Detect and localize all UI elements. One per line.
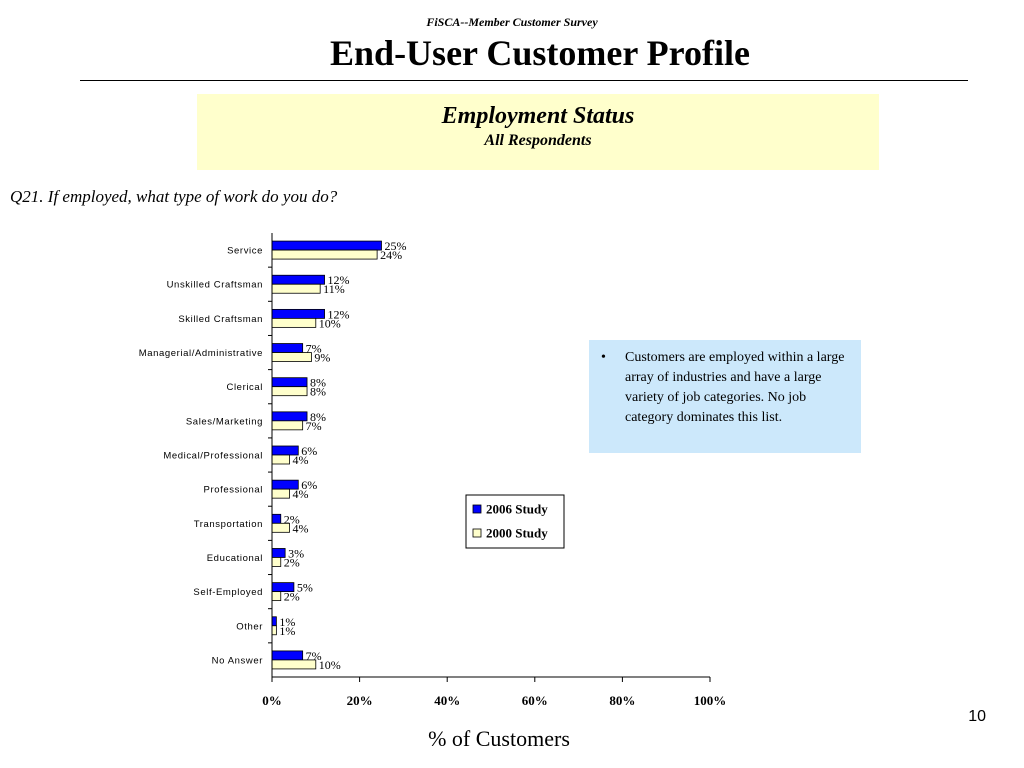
legend-box: [465, 494, 565, 549]
bar-a: [271, 343, 304, 353]
bar-a: [271, 411, 308, 422]
category-label: Educational: [207, 553, 263, 564]
data-label: 4%: [293, 487, 309, 501]
data-label: 2%: [284, 590, 300, 604]
x-tick-label: 60%: [522, 693, 548, 708]
page-title: End-User Customer Profile: [330, 33, 750, 73]
category-label: No Answer: [212, 655, 263, 666]
category-label: Skilled Craftsman: [178, 314, 263, 325]
bar-a: [271, 377, 308, 388]
data-label: 6%: [301, 478, 317, 492]
bar-b: [271, 420, 304, 431]
bar-b: [271, 659, 317, 670]
data-label: 1%: [279, 624, 295, 638]
data-label: 11%: [323, 282, 345, 296]
category-label: Sales/Marketing: [186, 416, 263, 427]
data-label: 24%: [380, 248, 402, 262]
bar-a: [271, 274, 325, 285]
bar-b: [271, 352, 312, 362]
bar-b: [271, 625, 277, 636]
bullet-icon: •: [601, 350, 606, 365]
data-label: 8%: [310, 385, 326, 399]
data-label: 7%: [306, 419, 322, 433]
survey-supertitle: FiSCA--Member Customer Survey: [426, 15, 598, 29]
data-label: 3%: [288, 546, 304, 560]
data-label: 4%: [293, 453, 309, 467]
title-divider: [80, 80, 968, 81]
bar-a: [271, 240, 382, 251]
data-label: 10%: [319, 658, 341, 672]
data-label: 4%: [293, 521, 309, 535]
banner-subtitle: All Respondents: [484, 132, 592, 149]
category-label: Clerical: [227, 382, 263, 393]
bar-b: [271, 317, 317, 328]
data-label: 2%: [284, 512, 300, 526]
data-label: 9%: [314, 351, 330, 365]
page-number: 10: [968, 708, 986, 725]
data-label: 25%: [385, 239, 407, 253]
data-label: 12%: [328, 273, 350, 287]
insight-text: Customers are employed within a large ar…: [625, 350, 845, 425]
legend-swatch: [472, 504, 482, 514]
data-label: 12%: [328, 307, 350, 321]
x-axis-title: % of Customers: [428, 726, 570, 751]
bar-b: [271, 249, 378, 260]
x-tick-label: 80%: [609, 693, 635, 708]
data-label: 5%: [297, 581, 313, 595]
category-label: Service: [227, 246, 263, 257]
data-label: 7%: [306, 649, 322, 663]
category-label: Managerial/Administrative: [139, 348, 263, 359]
survey-question: Q21. If employed, what type of work do y…: [10, 187, 338, 206]
data-label: 1%: [279, 615, 295, 629]
legend-label: 2006 Study: [486, 502, 548, 517]
bar-b: [271, 591, 282, 602]
bar-a: [271, 513, 282, 524]
data-label: 8%: [310, 410, 326, 424]
bar-b: [271, 522, 290, 533]
category-label: Professional: [204, 485, 263, 496]
section-banner: Employment Status All Respondents: [197, 94, 879, 170]
bar-a: [271, 650, 304, 661]
bar-b: [271, 488, 290, 499]
legend-label: 2000 Study: [486, 526, 548, 541]
data-label: 8%: [310, 376, 326, 390]
insight-item: • Customers are employed within a large …: [597, 348, 847, 428]
data-label: 2%: [284, 555, 300, 569]
banner-title: Employment Status: [441, 103, 635, 129]
bar-b: [271, 454, 290, 465]
data-label: 7%: [306, 342, 322, 356]
bar-b: [271, 283, 321, 294]
bar-a: [271, 616, 277, 627]
insight-list: • Customers are employed within a large …: [597, 348, 847, 428]
category-label: Self-Employed: [193, 587, 263, 598]
x-tick-label: 0%: [262, 693, 282, 708]
data-label: 10%: [319, 316, 341, 330]
x-tick-label: 100%: [694, 693, 727, 708]
data-label: 6%: [301, 444, 317, 458]
insight-callout: • Customers are employed within a large …: [589, 340, 861, 453]
category-label: Medical/Professional: [163, 451, 263, 462]
category-label: Transportation: [194, 519, 263, 530]
bar-a: [271, 308, 325, 319]
category-label: Other: [236, 621, 263, 632]
bar-b: [271, 386, 308, 397]
x-tick-label: 20%: [347, 693, 373, 708]
category-label: Unskilled Craftsman: [167, 280, 263, 291]
bar-b: [271, 557, 282, 567]
legend-swatch: [472, 528, 482, 538]
x-tick-label: 40%: [434, 693, 460, 708]
